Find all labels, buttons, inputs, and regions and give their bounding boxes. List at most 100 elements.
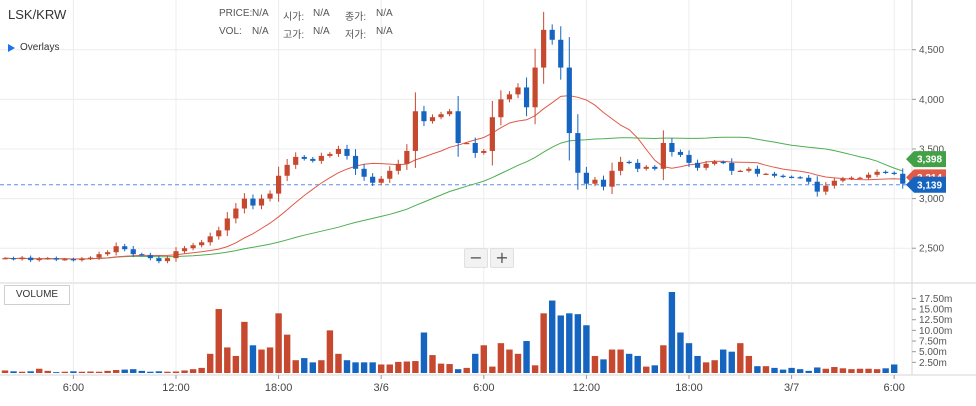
candle-body: [45, 258, 51, 260]
info-label-close: 종가:: [345, 12, 367, 23]
volume-bar: [155, 371, 163, 373]
candle-body: [224, 218, 230, 231]
info-value-low: N/A: [376, 26, 393, 37]
candle-body: [438, 114, 444, 118]
candle-body: [771, 173, 778, 176]
candle-body: [173, 251, 179, 259]
ma-long-badge-label: 3,398: [917, 155, 942, 166]
candle-body: [70, 259, 76, 261]
candle-body: [258, 198, 265, 206]
volume-tick-label: 12.50m: [919, 315, 952, 326]
candle-body: [276, 175, 282, 194]
volume-bar: [660, 345, 667, 373]
volume-bar: [796, 369, 804, 373]
candle-body: [558, 39, 564, 68]
candle-body: [87, 257, 94, 259]
time-tick-label: 6:00: [63, 382, 84, 394]
volume-bar: [164, 371, 171, 373]
candle-body: [53, 258, 59, 260]
pair-title: LSK/KRW: [8, 7, 67, 22]
volume-bar: [779, 369, 787, 373]
candle-body: [712, 161, 718, 164]
candle-body: [472, 143, 478, 153]
price-tick-label: 3,500: [919, 144, 944, 155]
candle-body: [669, 143, 675, 152]
candle-body: [96, 254, 102, 258]
volume-bar: [754, 366, 761, 373]
candle-body: [523, 87, 530, 108]
volume-bar: [625, 353, 633, 373]
info-label-high: 고가:: [283, 30, 305, 41]
candle-body: [840, 178, 846, 181]
current-price-badge-label: 3,139: [917, 180, 942, 191]
candle-body: [891, 172, 897, 174]
volume-bar: [266, 347, 274, 373]
volume-bar: [549, 300, 556, 373]
candle-body: [600, 179, 607, 187]
volume-bar: [121, 369, 128, 373]
time-tick-label: 6:00: [473, 382, 494, 394]
volume-tick-label: 10.00m: [919, 326, 952, 337]
candle-body: [335, 148, 342, 154]
volume-bar: [882, 368, 889, 373]
volume-bar: [53, 372, 60, 373]
candle-body: [780, 175, 786, 177]
info-label-price: PRICE:: [219, 8, 253, 19]
candle-body: [404, 150, 410, 164]
volume-bar: [788, 367, 795, 373]
candle-body: [36, 258, 42, 261]
zoom-out-button[interactable]: −: [464, 248, 488, 268]
volume-bar: [138, 370, 145, 373]
volume-bar: [600, 359, 607, 373]
candle-body: [754, 168, 760, 174]
volume-bar: [634, 355, 641, 373]
volume-bar: [557, 315, 564, 373]
candle-body: [618, 161, 624, 171]
volume-bar: [728, 351, 735, 373]
candle-body: [395, 163, 401, 171]
time-tick-label: 12:00: [162, 382, 190, 394]
candle-body: [370, 176, 376, 183]
time-tick-label: 3/6: [374, 382, 389, 394]
volume-bar: [685, 343, 693, 373]
candle-body: [122, 246, 128, 250]
candle-body: [848, 177, 855, 179]
volume-bar: [446, 364, 453, 373]
volume-bar: [249, 345, 257, 373]
candle-body: [746, 168, 752, 171]
candle-body: [344, 148, 350, 156]
zoom-in-button[interactable]: +: [490, 248, 514, 268]
volume-bar: [420, 332, 428, 373]
candle-body: [164, 258, 171, 262]
volume-bar: [241, 321, 248, 373]
candle-body: [857, 177, 863, 179]
ma-short-line: [4, 95, 903, 260]
candle-body: [677, 151, 684, 155]
volume-bar: [70, 371, 77, 373]
candle-body: [464, 143, 470, 145]
ma-long-badge-shape: [906, 151, 946, 168]
ma-long-line: [4, 136, 903, 260]
volume-bar: [711, 360, 718, 373]
volume-bar: [27, 371, 34, 373]
overlays-toggle[interactable]: Overlays: [8, 42, 59, 53]
volume-bar: [583, 325, 590, 373]
candle-body: [79, 258, 85, 261]
candle-body: [874, 171, 880, 175]
volume-tick-label: 15.00m: [919, 305, 952, 316]
volume-bar: [326, 330, 334, 373]
candle-body: [181, 248, 188, 252]
candle-body: [28, 257, 34, 261]
volume-bar: [232, 355, 240, 373]
candle-body: [566, 67, 572, 134]
volume-bar: [608, 349, 616, 373]
volume-bar: [292, 360, 299, 373]
volume-bar: [403, 361, 411, 373]
volume-bar: [643, 366, 650, 373]
volume-bar: [848, 369, 855, 373]
volume-bar: [805, 370, 812, 373]
info-value-high: N/A: [313, 26, 330, 37]
candle-body: [506, 94, 513, 100]
volume-bar: [104, 370, 111, 373]
